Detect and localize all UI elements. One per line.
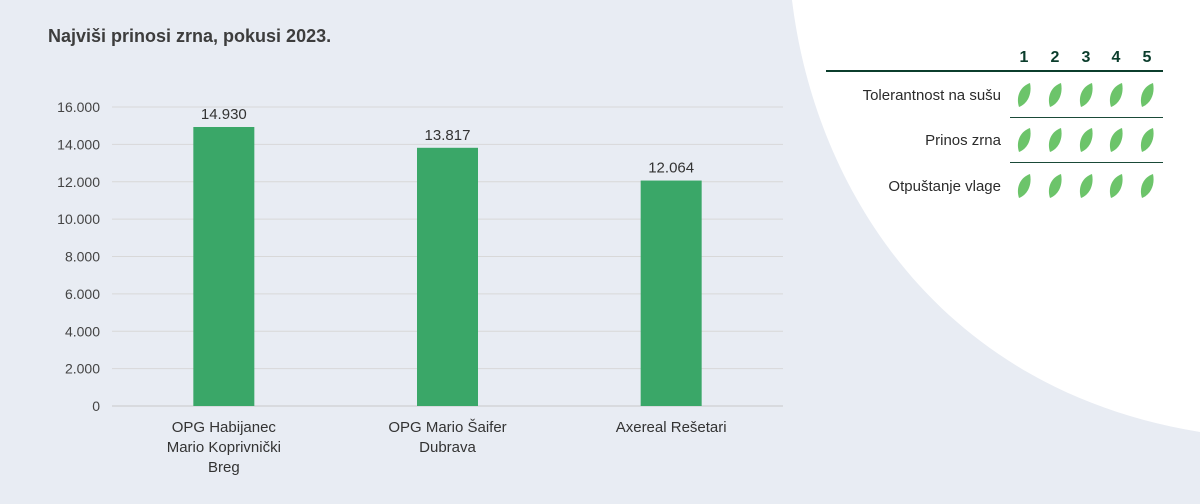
leaf-icon <box>1048 127 1062 153</box>
y-tick-label: 10.000 <box>57 211 100 227</box>
chart-title: Najviši prinosi zrna, pokusi 2023. <box>48 26 332 46</box>
x-tick-label: Dubrava <box>419 439 476 456</box>
leaf-icon <box>1109 82 1123 108</box>
rating-column-2: 2 <box>1050 49 1060 66</box>
data-label: 12.064 <box>648 160 694 177</box>
rating-row-divider <box>1010 117 1163 118</box>
rating-column-4: 4 <box>1111 49 1121 66</box>
x-tick-label: Breg <box>208 459 240 476</box>
rating-column-5: 5 <box>1142 49 1152 66</box>
leaf-icon <box>1017 173 1031 199</box>
leaf-icon <box>1048 173 1062 199</box>
leaf-icon <box>1109 127 1123 153</box>
bar-chart: 0 2.000 4.000 6.000 8.000 10.000 12.000 14.000 1… <box>57 99 783 476</box>
leaf-icon <box>1079 173 1093 199</box>
x-tick-label: Axereal Rešetari <box>616 419 727 436</box>
leaf-icon <box>1079 127 1093 153</box>
rating-column-1: 1 <box>1019 49 1029 66</box>
y-tick-label: 4.000 <box>65 323 100 339</box>
leaf-icon <box>1140 82 1154 108</box>
x-tick-label: OPG Habijanec <box>172 419 277 436</box>
y-tick-label: 14.000 <box>57 136 100 152</box>
rating-row-divider <box>1010 162 1163 163</box>
rating-row-label: Prinos zrna <box>925 132 1001 149</box>
leaf-icon <box>1109 173 1123 199</box>
leaf-icon <box>1140 127 1154 153</box>
data-label: 13.817 <box>425 127 471 144</box>
y-tick-label: 6.000 <box>65 286 100 302</box>
y-tick-label: 12.000 <box>57 174 100 190</box>
rating-row-label: Otpuštanje vlage <box>888 178 1001 195</box>
leaf-icon <box>1048 82 1062 108</box>
leaf-icon <box>1079 82 1093 108</box>
leaf-icon <box>1140 173 1154 199</box>
y-tick-label: 0 <box>92 398 100 414</box>
x-tick-label: Mario Koprivnički <box>167 439 281 456</box>
bar <box>640 180 702 406</box>
leaf-icon <box>1017 127 1031 153</box>
bar <box>417 147 478 407</box>
y-tick-label: 16.000 <box>57 99 100 115</box>
y-tick-label: 8.000 <box>65 249 100 265</box>
x-tick-label: OPG Mario Šaifer <box>388 419 506 436</box>
y-tick-label: 2.000 <box>65 361 100 377</box>
data-label: 14.930 <box>201 106 247 123</box>
rating-row-label: Tolerantnost na sušu <box>862 87 1001 104</box>
rating-column-3: 3 <box>1081 49 1091 66</box>
bar <box>193 126 255 406</box>
legend-header-rule <box>826 70 1163 72</box>
leaf-icon <box>1017 82 1031 108</box>
